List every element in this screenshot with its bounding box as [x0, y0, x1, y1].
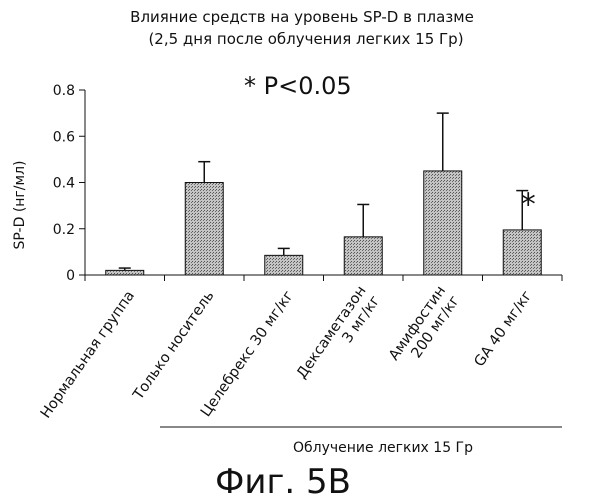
- p-value-note: * P<0.05: [244, 72, 352, 100]
- significance-marker: *: [521, 188, 536, 223]
- bar: [265, 255, 303, 275]
- bar: [503, 230, 541, 275]
- bars: *: [106, 113, 542, 275]
- category-label: GA 40 мг/кг: [472, 288, 536, 370]
- y-tick-label: 0.6: [53, 129, 75, 145]
- chart: Влияние средств на уровень SP-D в плазме…: [0, 0, 606, 500]
- category-label-line: Только носитель: [130, 288, 218, 403]
- bar: [344, 237, 382, 275]
- category-label-line: Целебрекс 30 мг/кг: [198, 288, 297, 420]
- figure-label: Фиг. 5B: [215, 462, 351, 500]
- category-label: Нормальная группа: [38, 288, 138, 421]
- y-tick-labels: 0 0.2 0.4 0.6 0.8: [53, 83, 75, 284]
- axes: [79, 90, 562, 281]
- bar: [185, 183, 223, 276]
- category-label: Целебрекс 30 мг/кг: [198, 288, 297, 420]
- bar: [424, 171, 462, 275]
- group-label: Облучение легких 15 Гр: [293, 440, 473, 456]
- category-label: Только носитель: [130, 288, 218, 403]
- category-label-line: GA 40 мг/кг: [472, 288, 536, 370]
- y-tick-label: 0.2: [53, 222, 75, 238]
- category-label-line: Нормальная группа: [38, 288, 138, 421]
- category-label: Амифостин200 мг/кг: [386, 283, 463, 373]
- y-axis-label: SP-D (нг/мл): [12, 161, 28, 250]
- bar: [106, 270, 144, 275]
- y-tick-label: 0: [66, 268, 75, 284]
- chart-title-line-1: Влияние средств на уровень SP-D в плазме: [130, 8, 474, 26]
- y-tick-label: 0.4: [53, 176, 75, 192]
- chart-title-line-2: (2,5 дня после облучения легких 15 Гр): [148, 30, 463, 48]
- y-tick-label: 0.8: [53, 83, 75, 99]
- category-label: Дексаметазон3 мг/кг: [294, 283, 384, 391]
- category-labels: Нормальная группаТолько носительЦелебрек…: [38, 283, 536, 421]
